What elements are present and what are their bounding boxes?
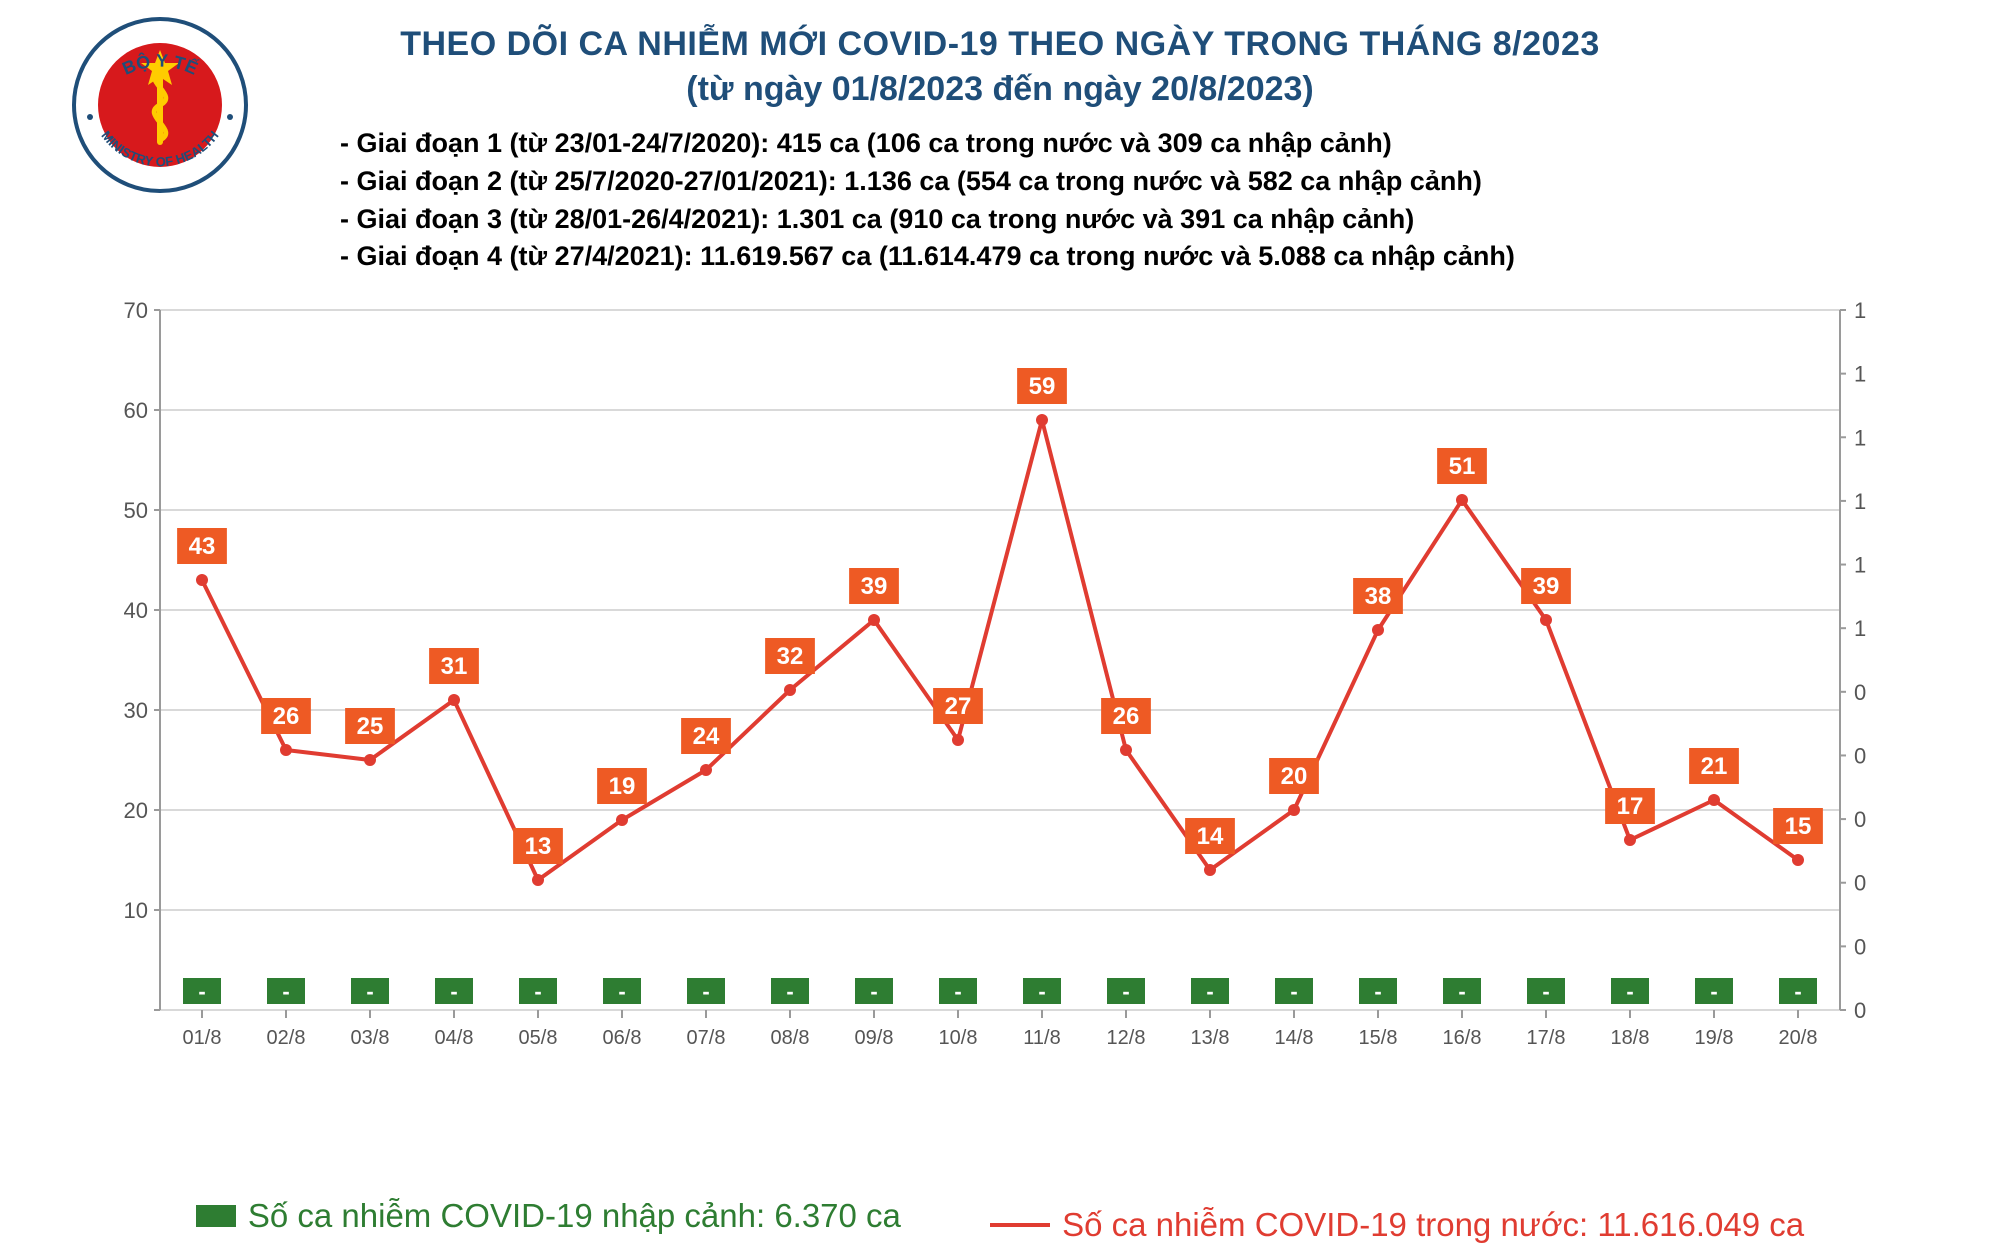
svg-text:20: 20 [124,798,148,823]
svg-text:0: 0 [1854,998,1866,1023]
svg-text:-: - [618,979,625,1004]
svg-text:0: 0 [1854,871,1866,896]
svg-text:43: 43 [189,533,216,560]
svg-text:0: 0 [1854,743,1866,768]
svg-text:19: 19 [609,773,636,800]
svg-text:14: 14 [1197,823,1224,850]
svg-text:70: 70 [124,300,148,323]
svg-text:05/8: 05/8 [519,1027,558,1049]
svg-text:50: 50 [124,498,148,523]
svg-text:-: - [534,979,541,1004]
svg-text:26: 26 [273,703,300,730]
svg-text:26: 26 [1113,703,1140,730]
svg-text:38: 38 [1365,583,1392,610]
svg-text:1: 1 [1854,425,1866,450]
covid-chart: 1020304050607011111100000001/802/803/804… [100,300,1900,1130]
svg-text:14/8: 14/8 [1275,1027,1314,1049]
legend-bar-label: Số ca nhiễm COVID-19 nhập cảnh: 6.370 ca [248,1197,901,1235]
svg-text:19/8: 19/8 [1695,1027,1734,1049]
svg-text:-: - [366,979,373,1004]
svg-text:25: 25 [357,713,384,740]
svg-text:-: - [1542,979,1549,1004]
svg-text:11/8: 11/8 [1023,1027,1060,1049]
svg-text:1: 1 [1854,553,1866,578]
svg-text:0: 0 [1854,807,1866,832]
svg-text:-: - [198,979,205,1004]
svg-text:17: 17 [1617,793,1644,820]
svg-text:09/8: 09/8 [855,1027,894,1049]
svg-text:-: - [954,979,961,1004]
svg-text:16/8: 16/8 [1443,1027,1482,1049]
svg-text:15: 15 [1785,813,1812,840]
svg-text:-: - [786,979,793,1004]
svg-text:0: 0 [1854,680,1866,705]
svg-text:08/8: 08/8 [771,1027,810,1049]
svg-text:-: - [282,979,289,1004]
svg-text:-: - [1038,979,1045,1004]
svg-text:13: 13 [525,833,552,860]
svg-text:04/8: 04/8 [435,1027,474,1049]
svg-text:21: 21 [1701,753,1728,780]
svg-text:-: - [702,979,709,1004]
svg-text:1: 1 [1854,362,1866,387]
legend-bar-item: Số ca nhiễm COVID-19 nhập cảnh: 6.370 ca [196,1197,901,1235]
title-line-1: THEO DÕI CA NHIỄM MỚI COVID-19 THEO NGÀY… [0,25,2000,64]
svg-text:24: 24 [693,723,720,750]
svg-text:39: 39 [1533,573,1560,600]
svg-text:13/8: 13/8 [1191,1027,1230,1049]
svg-text:20: 20 [1281,763,1308,790]
svg-text:07/8: 07/8 [687,1027,726,1049]
svg-text:-: - [1206,979,1213,1004]
chart-title: THEO DÕI CA NHIỄM MỚI COVID-19 THEO NGÀY… [0,25,2000,109]
svg-text:10: 10 [124,898,148,923]
svg-text:30: 30 [124,698,148,723]
svg-text:06/8: 06/8 [603,1027,642,1049]
svg-text:1: 1 [1854,616,1866,641]
title-line-2: (từ ngày 01/8/2023 đến ngày 20/8/2023) [0,70,2000,109]
svg-text:03/8: 03/8 [351,1027,390,1049]
svg-text:-: - [1794,979,1801,1004]
svg-text:01/8: 01/8 [183,1027,222,1049]
svg-text:02/8: 02/8 [267,1027,306,1049]
svg-text:39: 39 [861,573,888,600]
legend-line-swatch [990,1223,1050,1227]
svg-text:-: - [870,979,877,1004]
svg-text:-: - [450,979,457,1004]
phase-notes: - Giai đoạn 1 (từ 23/01-24/7/2020): 415 … [340,125,1515,276]
svg-text:17/8: 17/8 [1527,1027,1566,1049]
svg-text:0: 0 [1854,934,1866,959]
chart-legend: Số ca nhiễm COVID-19 nhập cảnh: 6.370 ca… [0,1197,2000,1244]
svg-text:1: 1 [1854,489,1866,514]
svg-text:15/8: 15/8 [1359,1027,1398,1049]
svg-text:31: 31 [441,653,468,680]
svg-text:51: 51 [1449,453,1476,480]
svg-text:-: - [1122,979,1129,1004]
svg-text:-: - [1458,979,1465,1004]
svg-text:-: - [1290,979,1297,1004]
legend-bar-swatch [196,1205,236,1227]
legend-line-label: Số ca nhiễm COVID-19 trong nước: 11.616.… [1062,1206,1804,1244]
legend-line-item: Số ca nhiễm COVID-19 trong nước: 11.616.… [990,1206,1804,1244]
svg-text:40: 40 [124,598,148,623]
svg-text:32: 32 [777,643,804,670]
svg-text:18/8: 18/8 [1611,1027,1650,1049]
svg-text:-: - [1626,979,1633,1004]
svg-text:60: 60 [124,398,148,423]
svg-text:-: - [1710,979,1717,1004]
svg-text:12/8: 12/8 [1107,1027,1146,1049]
svg-text:27: 27 [945,693,972,720]
svg-text:20/8: 20/8 [1779,1027,1818,1049]
svg-text:-: - [1374,979,1381,1004]
svg-text:59: 59 [1029,373,1056,400]
svg-text:1: 1 [1854,300,1866,323]
svg-text:10/8: 10/8 [939,1027,978,1049]
